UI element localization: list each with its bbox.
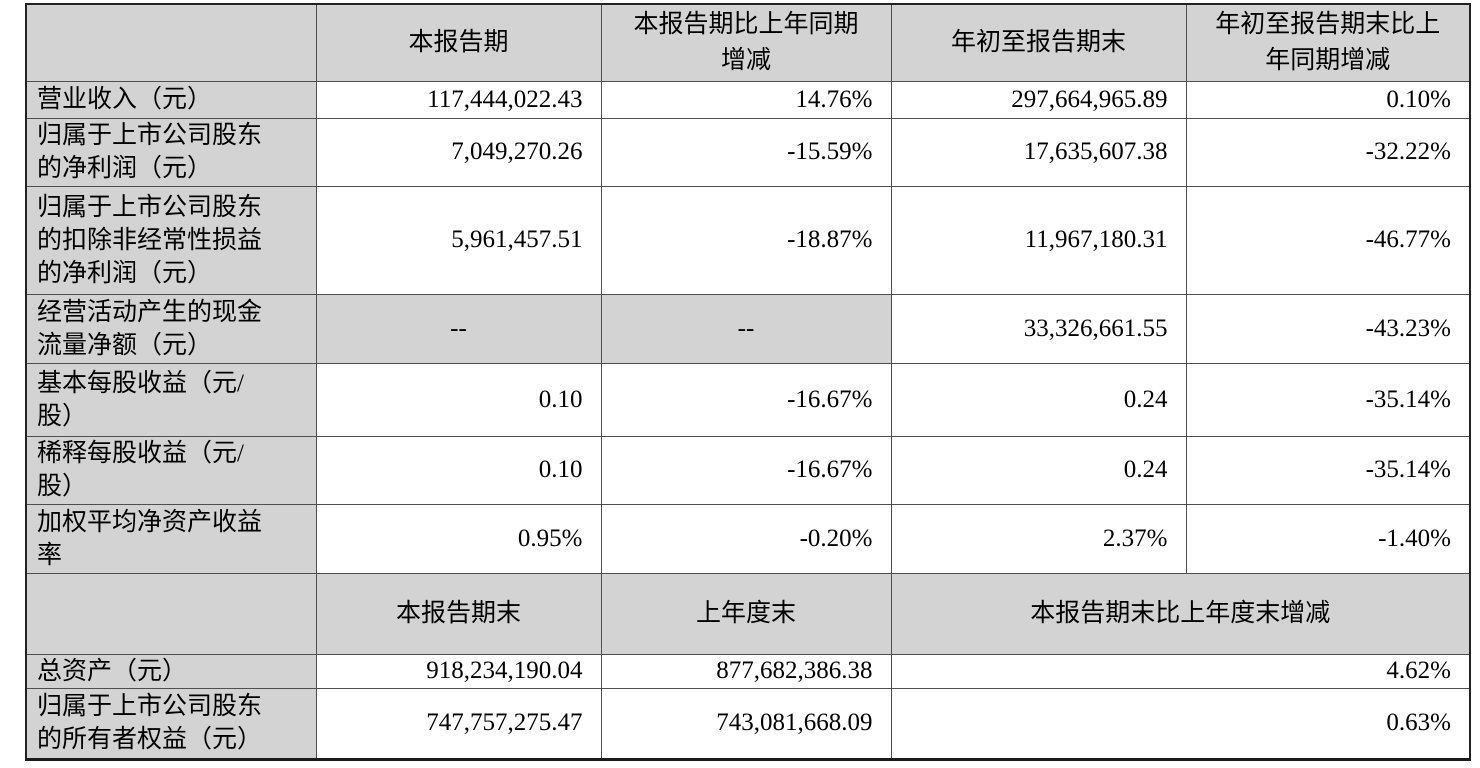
current-period-yoy-value: -0.20% — [600, 503, 892, 574]
current-period-yoy-value: -15.59% — [600, 117, 892, 187]
change-value: 4.62% — [890, 653, 1471, 689]
current-period-yoy-value: -- — [600, 293, 892, 364]
current-period-yoy-value: -18.87% — [600, 185, 892, 295]
end-of-last-year-value: 877,682,386.38 — [600, 653, 892, 689]
current-period-value: 0.95% — [315, 503, 602, 574]
ytd-value: 297,664,965.89 — [890, 80, 1187, 119]
metric-label-cell: 归属于上市公司股东 的扣除非经常性损益 的净利润（元） — [25, 185, 317, 295]
current-period-value: 5,961,457.51 — [315, 185, 602, 295]
metric-label-cell: 归属于上市公司股东 的净利润（元） — [25, 117, 317, 187]
row-net-profit-excl-nonrecurring: 归属于上市公司股东 的扣除非经常性损益 的净利润（元） 5,961,457.51… — [25, 185, 1471, 295]
header-row-2: 本报告期末 上年度末 本报告期末比上年度末增减 — [25, 572, 1471, 655]
header-ytd-yoy: 年初至报告期末比上 年同期增减 — [1185, 3, 1471, 82]
header-blank-cell — [25, 572, 317, 655]
metric-label-cell: 稀释每股收益（元/ 股） — [25, 435, 317, 505]
metric-label-cell: 经营活动产生的现金 流量净额（元） — [25, 293, 317, 364]
ytd-value: 33,326,661.55 — [890, 293, 1187, 364]
current-period-yoy-value: 14.76% — [600, 80, 892, 119]
current-period-yoy-value: -16.67% — [600, 362, 892, 437]
row-diluted-eps: 稀释每股收益（元/ 股） 0.10 -16.67% 0.24 -35.14% — [25, 435, 1471, 505]
header-blank-cell — [25, 3, 317, 82]
metric-label-cell: 加权平均净资产收益 率 — [25, 503, 317, 574]
ytd-value: 11,967,180.31 — [890, 185, 1187, 295]
row-basic-eps: 基本每股收益（元/ 股） 0.10 -16.67% 0.24 -35.14% — [25, 362, 1471, 437]
ytd-yoy-value: -35.14% — [1185, 362, 1471, 437]
header-row-1: 本报告期 本报告期比上年同期 增减 年初至报告期末 年初至报告期末比上 年同期增… — [25, 3, 1471, 82]
header-period-vs-last-year: 本报告期末比上年度末增减 — [890, 572, 1471, 655]
ytd-value: 2.37% — [890, 503, 1187, 574]
header-current-period: 本报告期 — [315, 3, 602, 82]
row-operating-revenue: 营业收入（元） 117,444,022.43 14.76% 297,664,96… — [25, 80, 1471, 119]
row-owners-equity: 归属于上市公司股东 的所有者权益（元） 747,757,275.47 743,0… — [25, 687, 1471, 760]
ytd-value: 0.24 — [890, 435, 1187, 505]
ytd-yoy-value: -35.14% — [1185, 435, 1471, 505]
end-of-period-value: 918,234,190.04 — [315, 653, 602, 689]
ytd-yoy-value: -1.40% — [1185, 503, 1471, 574]
ytd-yoy-value: -43.23% — [1185, 293, 1471, 364]
header-end-of-period: 本报告期末 — [315, 572, 602, 655]
financial-summary-table: 本报告期 本报告期比上年同期 增减 年初至报告期末 年初至报告期末比上 年同期增… — [25, 3, 1471, 761]
current-period-value: -- — [315, 293, 602, 364]
metric-label-cell: 营业收入（元） — [25, 80, 317, 119]
header-end-of-last-year: 上年度末 — [600, 572, 892, 655]
current-period-value: 7,049,270.26 — [315, 117, 602, 187]
metric-label-cell: 归属于上市公司股东 的所有者权益（元） — [25, 687, 317, 760]
current-period-yoy-value: -16.67% — [600, 435, 892, 505]
ytd-yoy-value: 0.10% — [1185, 80, 1471, 119]
ytd-value: 17,635,607.38 — [890, 117, 1187, 187]
row-total-assets: 总资产（元） 918,234,190.04 877,682,386.38 4.6… — [25, 653, 1471, 689]
ytd-yoy-value: -32.22% — [1185, 117, 1471, 187]
row-net-profit: 归属于上市公司股东 的净利润（元） 7,049,270.26 -15.59% 1… — [25, 117, 1471, 187]
metric-label-cell: 基本每股收益（元/ 股） — [25, 362, 317, 437]
end-of-last-year-value: 743,081,668.09 — [600, 687, 892, 760]
end-of-period-value: 747,757,275.47 — [315, 687, 602, 760]
current-period-value: 0.10 — [315, 362, 602, 437]
current-period-value: 117,444,022.43 — [315, 80, 602, 119]
row-operating-cash-flow: 经营活动产生的现金 流量净额（元） -- -- 33,326,661.55 -4… — [25, 293, 1471, 364]
header-ytd: 年初至报告期末 — [890, 3, 1187, 82]
ytd-yoy-value: -46.77% — [1185, 185, 1471, 295]
ytd-value: 0.24 — [890, 362, 1187, 437]
current-period-value: 0.10 — [315, 435, 602, 505]
row-weighted-avg-roe: 加权平均净资产收益 率 0.95% -0.20% 2.37% -1.40% — [25, 503, 1471, 574]
metric-label-cell: 总资产（元） — [25, 653, 317, 689]
header-current-period-yoy: 本报告期比上年同期 增减 — [600, 3, 892, 82]
change-value: 0.63% — [890, 687, 1471, 760]
